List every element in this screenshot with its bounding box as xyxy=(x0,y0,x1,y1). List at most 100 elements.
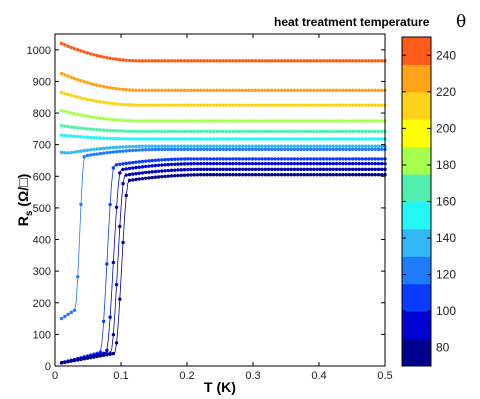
data-point xyxy=(363,129,368,134)
data-point xyxy=(98,136,103,140)
data-point xyxy=(331,103,335,107)
data-point xyxy=(292,161,297,166)
data-point xyxy=(211,173,216,177)
data-point xyxy=(373,129,377,134)
data-point xyxy=(205,147,209,152)
data-point xyxy=(338,167,342,172)
data-point xyxy=(315,103,319,107)
data-point xyxy=(237,103,242,107)
data-point xyxy=(208,103,213,107)
data-point xyxy=(147,103,151,107)
data-point xyxy=(354,144,358,148)
data-point xyxy=(79,49,83,53)
data-point xyxy=(182,103,187,107)
data-point xyxy=(192,144,196,148)
data-point xyxy=(373,167,377,172)
data-point xyxy=(160,119,164,123)
data-point xyxy=(341,147,345,152)
data-point xyxy=(134,165,138,170)
data-point xyxy=(257,103,261,107)
data-point xyxy=(250,157,255,161)
data-point xyxy=(338,88,342,92)
data-point xyxy=(250,167,255,172)
data-point xyxy=(69,310,74,315)
data-point xyxy=(92,115,96,119)
data-point xyxy=(127,103,132,107)
data-point xyxy=(318,137,323,141)
data-point xyxy=(257,88,261,92)
data-point xyxy=(202,119,206,123)
data-point xyxy=(380,167,384,172)
y-axis-label: Rs (Ω/□) xyxy=(15,174,35,226)
data-point xyxy=(318,173,323,177)
data-point xyxy=(211,137,216,141)
data-point xyxy=(192,88,196,92)
data-point xyxy=(373,119,377,123)
data-point xyxy=(321,119,326,123)
data-point xyxy=(179,144,183,148)
data-point xyxy=(308,167,313,172)
data-point xyxy=(208,137,213,141)
data-point xyxy=(224,103,229,107)
data-point xyxy=(169,103,174,107)
data-point xyxy=(325,161,329,166)
data-point xyxy=(260,137,264,141)
data-point xyxy=(250,173,255,177)
data-point xyxy=(131,166,135,170)
data-point xyxy=(331,137,335,141)
data-point xyxy=(221,88,225,92)
data-point xyxy=(234,59,238,63)
data-point xyxy=(111,150,116,154)
data-point xyxy=(305,147,310,152)
data-point xyxy=(179,119,183,123)
y-tick-label: 700 xyxy=(33,140,51,152)
data-point xyxy=(195,157,200,161)
data-point xyxy=(179,168,183,172)
data-point xyxy=(224,157,229,161)
data-point xyxy=(308,161,313,166)
data-point xyxy=(289,59,293,63)
data-point xyxy=(137,171,141,175)
data-point xyxy=(160,169,164,173)
data-point xyxy=(321,144,326,148)
data-point xyxy=(299,129,303,134)
data-point xyxy=(260,129,264,134)
data-point xyxy=(312,88,316,92)
series-1 xyxy=(59,71,387,92)
data-point xyxy=(350,161,355,166)
data-point xyxy=(189,129,193,134)
data-point xyxy=(266,59,271,63)
data-point xyxy=(114,163,119,167)
data-point xyxy=(169,137,174,141)
data-point xyxy=(89,135,93,140)
data-point xyxy=(237,119,242,123)
x-tick-label: 0.1 xyxy=(113,370,128,382)
data-point xyxy=(270,59,274,63)
data-point xyxy=(189,162,193,166)
data-point xyxy=(114,102,119,106)
data-point xyxy=(289,144,293,148)
colorbar-segment xyxy=(402,37,431,65)
data-point xyxy=(312,161,316,166)
data-point xyxy=(169,174,174,178)
data-point xyxy=(59,108,64,113)
data-point xyxy=(266,137,271,141)
data-point xyxy=(208,88,213,92)
data-point xyxy=(318,88,323,92)
data-point xyxy=(140,171,145,175)
data-point xyxy=(189,59,193,63)
data-point xyxy=(195,144,200,148)
data-point xyxy=(114,87,119,91)
data-point xyxy=(328,103,332,107)
data-point xyxy=(169,168,174,173)
data-point xyxy=(234,119,238,123)
data-point xyxy=(124,149,128,153)
data-point xyxy=(176,129,180,134)
data-point xyxy=(341,137,345,141)
data-point xyxy=(63,314,67,319)
data-point xyxy=(69,75,74,80)
data-point xyxy=(321,59,326,63)
data-point xyxy=(357,129,361,134)
y-axis-label-sub: s xyxy=(24,210,35,216)
data-point xyxy=(338,157,342,161)
